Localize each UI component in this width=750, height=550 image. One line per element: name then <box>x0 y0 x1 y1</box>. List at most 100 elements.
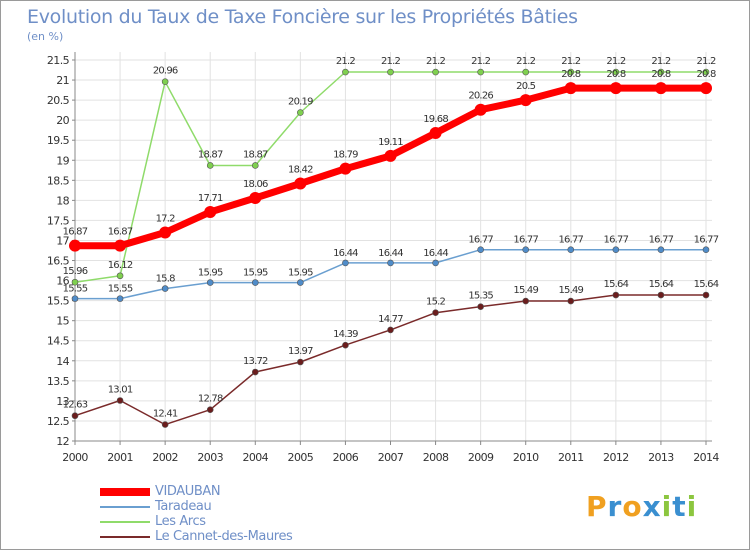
data-label-les-arcs: 15.96 <box>63 266 88 277</box>
y-tick-label: 16 <box>56 275 69 288</box>
grid-lines <box>74 52 712 442</box>
y-tick-label: 17 <box>56 234 69 247</box>
data-label-vidauban: 20.5 <box>516 81 536 92</box>
y-tick-label: 21 <box>56 74 69 87</box>
legend-swatch-taradeau <box>100 506 150 508</box>
data-label-les-arcs: 21.2 <box>561 56 581 67</box>
logo-letter: t <box>672 490 687 523</box>
data-point-taradeau <box>567 246 575 253</box>
data-label-le-cannet-des-maures: 15.49 <box>558 285 583 296</box>
data-point-taradeau <box>161 285 169 292</box>
y-tick-label: 18.5 <box>47 174 70 187</box>
chart-title: Evolution du Taux de Taxe Foncière sur l… <box>27 6 578 28</box>
data-label-les-arcs: 21.2 <box>516 56 536 67</box>
legend-swatch-vidauban <box>100 488 150 496</box>
y-tick-label: 19 <box>56 154 69 167</box>
data-label-le-cannet-des-maures: 13.72 <box>243 356 268 367</box>
data-point-taradeau <box>612 246 620 253</box>
data-label-taradeau: 16.44 <box>333 248 358 259</box>
data-label-vidauban: 17.2 <box>156 213 176 224</box>
legend-swatch-le-cannet <box>100 536 150 538</box>
data-point-les-arcs <box>702 68 710 76</box>
data-label-les-arcs: 21.2 <box>381 56 401 67</box>
data-point-vidauban <box>114 239 127 252</box>
x-tick-label: 2009 <box>468 451 494 464</box>
data-label-vidauban: 19.11 <box>378 137 403 148</box>
data-label-taradeau: 16.77 <box>558 235 583 246</box>
data-point-vidauban <box>474 103 487 116</box>
data-point-le-cannet-des-maures <box>702 291 710 299</box>
data-point-taradeau <box>342 259 349 267</box>
y-tick-label: 21.5 <box>47 54 70 67</box>
data-point-les-arcs <box>477 68 484 76</box>
data-label-taradeau: 16.44 <box>378 248 403 259</box>
data-point-taradeau <box>432 259 439 267</box>
data-label-le-cannet-des-maures: 14.39 <box>333 329 358 340</box>
data-label-taradeau: 15.95 <box>243 268 268 279</box>
data-label-le-cannet-des-maures: 12.41 <box>153 409 178 420</box>
data-point-taradeau <box>657 246 665 253</box>
data-point-taradeau <box>387 259 394 267</box>
y-tick-label: 12.5 <box>47 415 70 428</box>
data-point-vidauban <box>294 177 307 190</box>
x-tick-label: 2002 <box>152 451 178 464</box>
data-label-vidauban: 18.42 <box>288 165 313 176</box>
data-point-le-cannet-des-maures <box>71 412 79 420</box>
x-tick-label: 2006 <box>333 451 359 464</box>
data-point-le-cannet-des-maures <box>161 421 169 428</box>
x-tick-label: 2000 <box>62 451 88 464</box>
logo-letter: i <box>661 490 673 523</box>
data-point-vidauban <box>339 162 352 175</box>
legend-label-le-cannet: Le Cannet-des-Maures <box>155 529 293 544</box>
logo-letter: o <box>622 490 643 523</box>
data-label-les-arcs: 16.12 <box>108 260 133 271</box>
data-label-taradeau: 16.77 <box>694 235 719 246</box>
data-point-taradeau <box>522 246 530 253</box>
data-label-vidauban: 16.87 <box>63 227 88 238</box>
data-label-les-arcs: 18.87 <box>243 149 268 160</box>
data-label-les-arcs: 21.2 <box>651 56 671 67</box>
data-point-vidauban <box>249 191 262 204</box>
data-point-taradeau <box>71 295 79 302</box>
y-tick-label: 19.5 <box>47 134 70 147</box>
data-point-vidauban <box>519 94 532 107</box>
data-point-taradeau <box>251 279 259 286</box>
data-point-les-arcs <box>567 68 575 76</box>
data-label-taradeau: 16.77 <box>649 235 674 246</box>
data-label-les-arcs: 21.2 <box>696 56 716 67</box>
x-tick-label: 2004 <box>242 451 268 464</box>
data-point-les-arcs <box>161 78 169 85</box>
y-tick-label: 14 <box>56 355 69 368</box>
data-point-taradeau <box>297 279 304 286</box>
x-tick-label: 2005 <box>288 451 314 464</box>
data-label-les-arcs: 20.96 <box>153 66 178 77</box>
data-point-les-arcs <box>116 272 124 280</box>
y-tick-label: 20.5 <box>47 94 70 107</box>
data-point-vidauban <box>384 149 397 162</box>
data-point-le-cannet-des-maures <box>251 368 259 376</box>
data-label-le-cannet-des-maures: 13.01 <box>108 384 133 395</box>
data-point-les-arcs <box>71 278 79 286</box>
data-point-les-arcs <box>342 68 349 76</box>
legend-swatch-les-arcs <box>100 521 150 523</box>
data-point-taradeau <box>702 246 710 253</box>
x-tick-label: 2013 <box>648 451 674 464</box>
data-point-le-cannet-des-maures <box>342 341 349 349</box>
data-label-le-cannet-des-maures: 15.64 <box>604 279 629 290</box>
data-label-les-arcs: 21.2 <box>426 56 446 67</box>
data-label-le-cannet-des-maures: 15.64 <box>649 279 674 290</box>
y-tick-label: 16.5 <box>47 255 70 268</box>
data-point-vidauban <box>654 82 667 95</box>
data-label-vidauban: 18.06 <box>243 179 268 190</box>
data-label-taradeau: 16.77 <box>468 235 493 246</box>
data-label-le-cannet-des-maures: 13.97 <box>288 346 313 357</box>
logo-letter: i <box>686 490 698 523</box>
data-label-taradeau: 15.95 <box>288 268 313 279</box>
data-point-les-arcs <box>251 162 259 169</box>
data-label-vidauban: 20.8 <box>606 69 626 80</box>
data-point-vidauban <box>159 226 172 239</box>
data-point-les-arcs <box>432 68 439 76</box>
data-label-les-arcs: 21.2 <box>336 56 356 67</box>
data-point-le-cannet-des-maures <box>522 297 530 305</box>
